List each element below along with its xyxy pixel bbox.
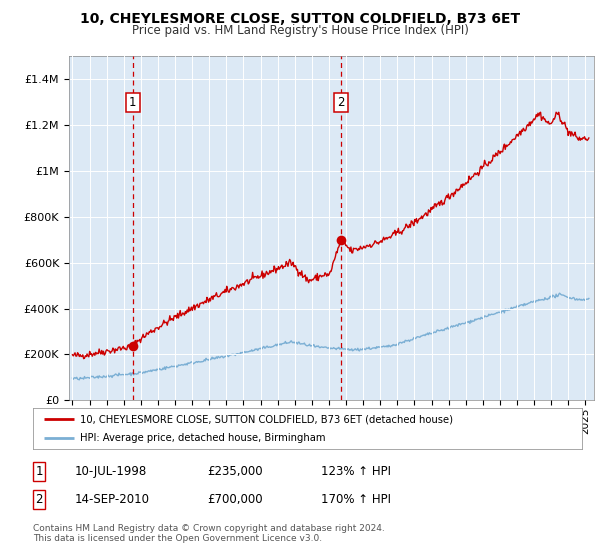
Text: 14-SEP-2010: 14-SEP-2010 <box>75 493 150 506</box>
Text: 1: 1 <box>129 96 137 109</box>
Text: This data is licensed under the Open Government Licence v3.0.: This data is licensed under the Open Gov… <box>33 534 322 543</box>
Text: Contains HM Land Registry data © Crown copyright and database right 2024.: Contains HM Land Registry data © Crown c… <box>33 524 385 533</box>
Text: 1: 1 <box>35 465 43 478</box>
Text: 170% ↑ HPI: 170% ↑ HPI <box>321 493 391 506</box>
Text: Price paid vs. HM Land Registry's House Price Index (HPI): Price paid vs. HM Land Registry's House … <box>131 24 469 36</box>
Text: 10-JUL-1998: 10-JUL-1998 <box>75 465 147 478</box>
Text: HPI: Average price, detached house, Birmingham: HPI: Average price, detached house, Birm… <box>80 433 325 443</box>
Text: £235,000: £235,000 <box>207 465 263 478</box>
Text: 10, CHEYLESMORE CLOSE, SUTTON COLDFIELD, B73 6ET: 10, CHEYLESMORE CLOSE, SUTTON COLDFIELD,… <box>80 12 520 26</box>
Text: £700,000: £700,000 <box>207 493 263 506</box>
Text: 10, CHEYLESMORE CLOSE, SUTTON COLDFIELD, B73 6ET (detached house): 10, CHEYLESMORE CLOSE, SUTTON COLDFIELD,… <box>80 414 452 424</box>
Text: 2: 2 <box>337 96 345 109</box>
Text: 123% ↑ HPI: 123% ↑ HPI <box>321 465 391 478</box>
Text: 2: 2 <box>35 493 43 506</box>
